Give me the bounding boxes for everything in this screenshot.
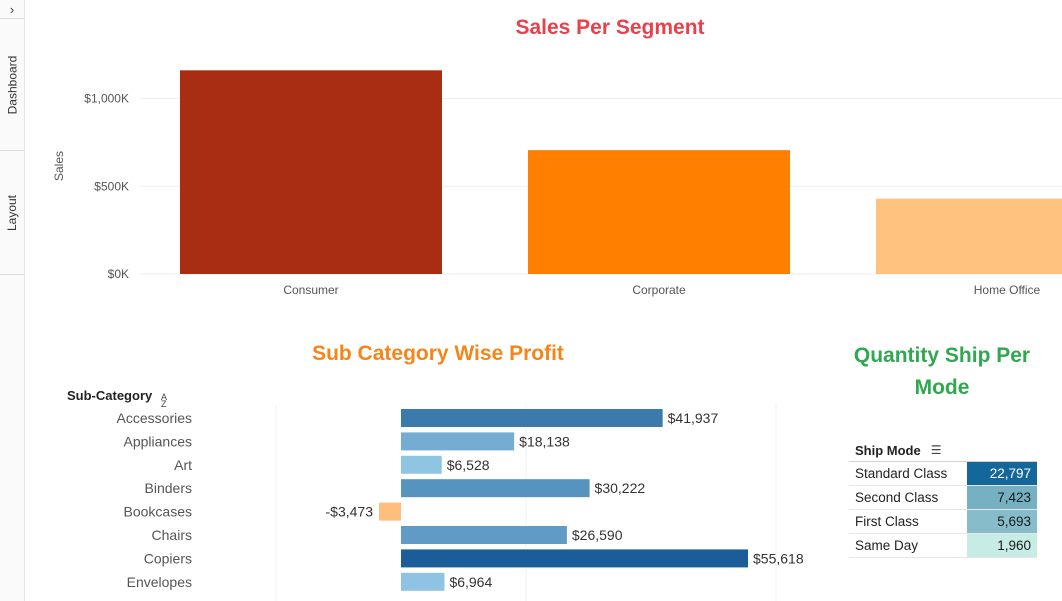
quantity-cell: 22,797: [967, 462, 1037, 485]
quantity-cell: 7,423: [967, 486, 1037, 509]
sales-per-segment-chart: Sales $0K $500K $1,000K Consumer Corporate H…: [52, 70, 1062, 297]
sort-icon[interactable]: ☰: [930, 443, 942, 457]
data-label: $6,964: [449, 574, 492, 590]
quantity-cell: 5,693: [967, 510, 1037, 533]
sub-category-profit-chart: Sub-Category A Z Accessories $41,937 Appli…: [67, 388, 804, 601]
ship-mode-label: Same Day: [855, 538, 919, 553]
ship-mode-label: First Class: [855, 514, 919, 529]
ship-mode-table: Ship Mode ☰ Standard Class 22,797 Second C…: [849, 439, 1037, 558]
sub-category-header: Sub-Category: [67, 388, 153, 403]
sales-chart-title: Sales Per Segment: [515, 16, 705, 39]
bar-home-office[interactable]: [876, 198, 1062, 274]
ship-mode-header: Ship Mode ☰: [849, 439, 1037, 462]
data-label: -$3,473: [326, 504, 374, 520]
data-label: $41,937: [668, 410, 719, 426]
bar-bookcases[interactable]: [379, 502, 401, 521]
data-label: $6,528: [447, 457, 490, 473]
y-tick-label: $500K: [94, 179, 129, 193]
table-row[interactable]: First Class 5,693: [849, 510, 1037, 534]
side-rail: › Dashboard Layout: [0, 0, 25, 601]
bar-consumer[interactable]: [180, 70, 442, 274]
profit-chart-title: Sub Category Wise Profit: [312, 342, 564, 365]
bar-binders[interactable]: [401, 479, 590, 498]
category-label: Binders: [145, 480, 192, 496]
bar-appliances[interactable]: [401, 432, 515, 451]
quantity-table-title: Quantity Ship Per Mode: [853, 344, 1031, 399]
bar-accessories[interactable]: [401, 409, 663, 427]
data-label: $55,618: [753, 550, 804, 566]
svg-text:A: A: [161, 392, 167, 402]
table-row[interactable]: Same Day 1,960: [849, 534, 1037, 558]
chevron-right-icon[interactable]: ›: [0, 0, 24, 19]
category-label: Art: [174, 457, 192, 473]
data-label: $26,590: [572, 527, 623, 543]
y-axis-label: Sales: [52, 151, 66, 181]
bar-art[interactable]: [401, 455, 442, 474]
bar-copiers[interactable]: [401, 549, 748, 568]
ship-mode-header-label: Ship Mode: [855, 442, 921, 458]
y-tick-label: $1,000K: [84, 92, 129, 106]
data-label: $18,138: [519, 433, 570, 449]
x-tick-label: Home Office: [974, 283, 1041, 297]
x-tick-label: Consumer: [283, 283, 338, 297]
tab-layout[interactable]: Layout: [0, 151, 24, 275]
ship-mode-label: Standard Class: [855, 466, 948, 481]
category-label: Accessories: [117, 410, 192, 426]
svg-text:Z: Z: [161, 399, 167, 409]
quantity-cell: 1,960: [967, 534, 1037, 557]
bar-envelopes[interactable]: [401, 572, 445, 591]
x-tick-label: Corporate: [632, 283, 686, 297]
category-label: Envelopes: [127, 574, 192, 590]
data-label: $30,222: [595, 480, 646, 496]
bar-chairs[interactable]: [401, 526, 567, 544]
category-label: Appliances: [124, 433, 193, 449]
table-row[interactable]: Second Class 7,423: [849, 486, 1037, 510]
category-label: Copiers: [144, 550, 192, 566]
category-label: Chairs: [152, 527, 192, 543]
category-label: Bookcases: [124, 504, 192, 520]
sort-icon[interactable]: A Z: [161, 392, 167, 409]
table-row[interactable]: Standard Class 22,797: [849, 462, 1037, 486]
bar-corporate[interactable]: [528, 150, 790, 274]
y-tick-label: $0K: [108, 267, 129, 281]
tab-dashboard[interactable]: Dashboard: [0, 19, 24, 151]
ship-mode-label: Second Class: [855, 490, 939, 505]
